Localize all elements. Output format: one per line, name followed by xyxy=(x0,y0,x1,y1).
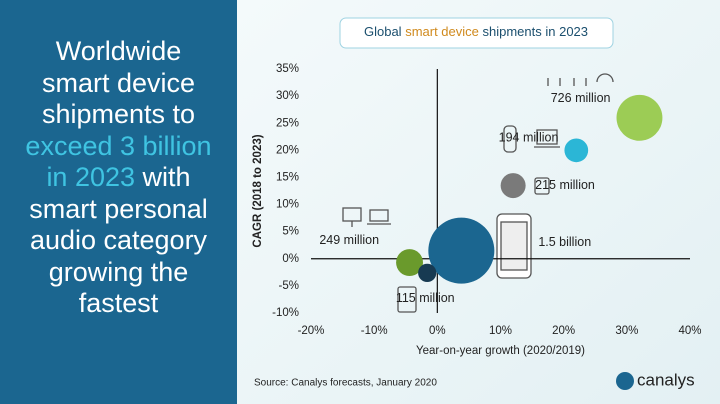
headline-text: audio category xyxy=(29,225,208,255)
y-axis-label: CAGR (2018 to 2023) xyxy=(252,134,264,247)
headline-line: smart device xyxy=(0,68,237,100)
headline-line: exceed 3 billion xyxy=(0,131,237,163)
x-tick-label: 10% xyxy=(489,325,512,337)
title-box xyxy=(339,17,614,49)
headline-line: Worldwide xyxy=(0,36,237,68)
y-tick-label: -10% xyxy=(272,307,299,319)
headline-text: shipments to xyxy=(41,99,196,129)
x-tick-label: 30% xyxy=(615,325,638,337)
y-tick-label: -5% xyxy=(279,280,299,292)
headline-text: in 2023 xyxy=(46,162,136,192)
bubble-label: 249 million xyxy=(319,233,379,247)
x-axis-label: Year-on-year growth (2020/2019) xyxy=(416,345,585,357)
headline-text: smart personal xyxy=(29,193,208,224)
headline-panel: Worldwide smart device shipments to exceed … xyxy=(0,0,237,404)
bubble xyxy=(418,263,437,283)
chart-title: Global smart device shipments in 2023 xyxy=(364,24,588,39)
title-part: smart device xyxy=(405,24,479,39)
headline-text: smart device xyxy=(41,67,196,98)
y-tick-label: 15% xyxy=(276,171,299,183)
bubble-label: 726 million xyxy=(551,91,611,105)
y-tick-label: 0% xyxy=(282,253,299,265)
x-tick-label: -10% xyxy=(361,325,388,337)
x-tick-label: 20% xyxy=(552,325,575,337)
bubble-label: 215 million xyxy=(535,178,595,192)
bubble-label: 194 million xyxy=(499,131,559,145)
logo: canalys xyxy=(637,370,695,389)
bubble-label: 115 million xyxy=(396,291,455,305)
bubble xyxy=(564,138,589,163)
x-tick-label: -20% xyxy=(298,325,325,337)
y-tick-label: 5% xyxy=(282,226,299,238)
headline-line: in 2023 with xyxy=(0,162,237,194)
headline-text: growing the xyxy=(48,256,189,287)
source: Source: Canalys forecasts, January 2020 xyxy=(254,378,437,389)
y-tick-label: 10% xyxy=(276,199,299,211)
headline-line: audio category xyxy=(0,225,237,257)
headline-text: fastest xyxy=(78,288,159,318)
headline: Worldwide smart device shipments to exceed … xyxy=(0,36,237,320)
headline-line: smart personal xyxy=(0,194,237,226)
headline-text: Worldwide xyxy=(55,36,182,66)
title-part: Global xyxy=(364,24,405,39)
x-tick-label: 0% xyxy=(429,325,446,337)
icons xyxy=(342,73,614,313)
bubble xyxy=(396,249,423,277)
headline-line: growing the xyxy=(0,257,237,289)
headline-line: fastest xyxy=(0,288,237,320)
y-tick-label: 30% xyxy=(276,90,299,102)
logo-mark xyxy=(616,372,634,390)
y-tick-label: 20% xyxy=(276,144,299,156)
headline-line: shipments to xyxy=(0,99,237,131)
bubble-label: 1.5 billion xyxy=(538,235,591,249)
bubble xyxy=(500,173,526,199)
background xyxy=(237,0,720,404)
bubble xyxy=(428,217,495,284)
y-tick-label: 35% xyxy=(276,63,299,75)
headline-text: with xyxy=(135,162,191,192)
chart: Global smart device shipments in 2023 -10… xyxy=(237,0,720,404)
title-part: shipments in 2023 xyxy=(479,24,588,39)
headline-text: exceed 3 billion xyxy=(25,130,212,161)
x-tick-label: 40% xyxy=(678,325,701,337)
bubble xyxy=(616,94,663,141)
y-tick-label: 25% xyxy=(276,117,299,129)
